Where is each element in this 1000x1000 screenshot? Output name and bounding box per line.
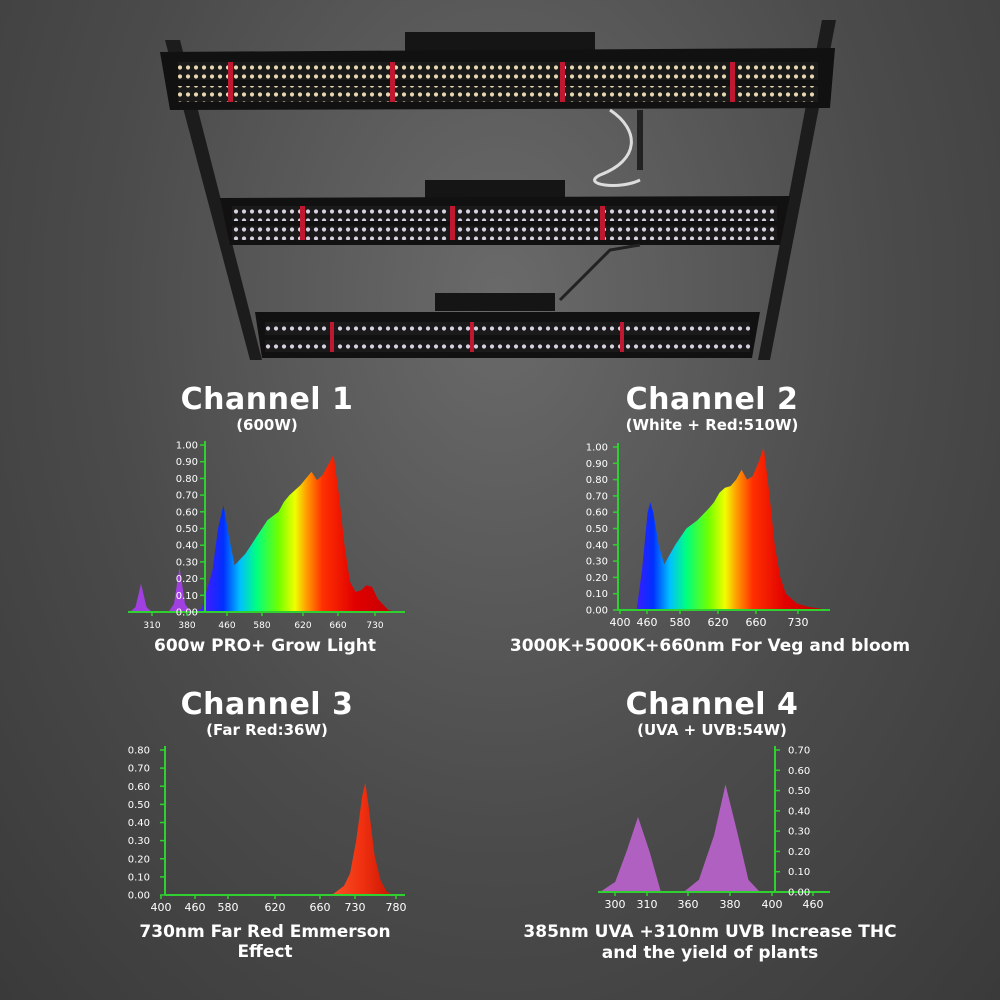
x-tick-label: 730 xyxy=(366,621,383,631)
y-tick-label: 0.70 xyxy=(128,764,150,775)
x-tick-label: 460 xyxy=(803,898,824,911)
y-tick-label: 0.70 xyxy=(586,491,608,502)
spectrum-series-2 xyxy=(683,784,760,892)
y-tick-label: 0.60 xyxy=(128,782,150,793)
channel-1-caption: 600w PRO+ Grow Light xyxy=(154,636,376,656)
y-tick-label: 0.50 xyxy=(586,524,608,535)
y-tick-label: 0.20 xyxy=(176,574,198,585)
spectrum-series-1 xyxy=(130,583,152,612)
y-tick-label: 0.70 xyxy=(788,746,810,757)
x-tick-label: 400 xyxy=(610,616,631,629)
x-tick-label: 730 xyxy=(345,901,366,914)
channel-1-title: Channel 1 xyxy=(180,382,354,417)
x-tick-label: 400 xyxy=(762,898,783,911)
y-tick-label: 0.50 xyxy=(176,524,198,535)
y-tick-label: 0.60 xyxy=(586,508,608,519)
channel-4-caption: 385nm UVA +310nm UVB Increase THC and th… xyxy=(523,922,897,963)
x-tick-label: 580 xyxy=(253,621,270,631)
y-tick-label: 0.90 xyxy=(586,459,608,470)
spectrum-series-3 xyxy=(190,455,400,612)
channel-4-spectrum-chart: 0.70 0.60 0.50 0.40 0.30 0.20 0.10 0.00 300 310 36… xyxy=(598,746,830,911)
x-tick-label: 660 xyxy=(310,901,331,914)
grow-light-fixture-image xyxy=(160,20,836,360)
channel-3-title: Channel 3 xyxy=(180,687,354,722)
x-tick-label: 310 xyxy=(143,621,160,631)
y-tick-label: 0.30 xyxy=(176,557,198,568)
y-tick-label: 1.00 xyxy=(586,443,608,454)
y-tick-label: 0.40 xyxy=(586,540,608,551)
y-tick-label: 0.40 xyxy=(788,806,810,817)
x-tick-label: 310 xyxy=(637,898,658,911)
y-tick-label: 0.40 xyxy=(176,541,198,552)
x-tick-label: 580 xyxy=(218,901,239,914)
x-tick-label: 400 xyxy=(151,901,172,914)
y-tick-label: 0.50 xyxy=(128,800,150,811)
x-tick-label: 380 xyxy=(720,898,741,911)
channel-2-caption: 3000K+5000K+660nm For Veg and bloom xyxy=(509,636,911,656)
spectrum-series-1 xyxy=(331,782,393,895)
y-tick-label: 0.40 xyxy=(128,818,150,829)
channel-2-spectrum-chart: 1.00 0.90 0.80 0.70 0.60 0.50 0.40 0.30 0.20 0.10… xyxy=(586,443,830,629)
x-tick-label: 360 xyxy=(678,898,699,911)
spectrum-series-1 xyxy=(600,816,661,892)
spectrum-series-2 xyxy=(168,566,191,612)
y-tick-label: 0.00 xyxy=(788,888,810,899)
y-tick-label: 0.20 xyxy=(128,854,150,865)
y-tick-label: 0.20 xyxy=(586,573,608,584)
x-tick-label: 380 xyxy=(178,621,195,631)
y-tick-label: 0.60 xyxy=(788,766,810,777)
y-tick-label: 0.80 xyxy=(586,475,608,486)
channel-2-subtitle: (White + Red:510W) xyxy=(625,416,799,434)
y-tick-label: 0.10 xyxy=(586,589,608,600)
x-tick-label: 660 xyxy=(746,616,767,629)
y-tick-label: 0.00 xyxy=(586,606,608,617)
y-tick-label: 0.10 xyxy=(128,872,150,883)
channel-3-caption: 730nm Far Red Emmerson Effect xyxy=(139,922,391,962)
channel-2-title: Channel 2 xyxy=(625,382,799,417)
y-tick-label: 0.00 xyxy=(128,891,150,902)
spectrum-series-1 xyxy=(636,447,830,610)
y-tick-label: 0.10 xyxy=(176,591,198,602)
channel-3-subtitle: (Far Red:36W) xyxy=(206,721,328,739)
y-tick-label: 0.50 xyxy=(788,786,810,797)
x-tick-label: 580 xyxy=(670,616,691,629)
y-tick-label: 0.30 xyxy=(586,557,608,568)
y-tick-label: 0.80 xyxy=(176,474,198,485)
x-tick-label: 730 xyxy=(788,616,809,629)
x-tick-label: 620 xyxy=(708,616,729,629)
x-tick-label: 660 xyxy=(329,621,346,631)
y-tick-label: 1.00 xyxy=(176,441,198,452)
x-tick-label: 620 xyxy=(265,901,286,914)
x-tick-label: 460 xyxy=(218,621,235,631)
y-tick-label: 0.20 xyxy=(788,847,810,858)
y-tick-label: 0.70 xyxy=(176,491,198,502)
channel-1-spectrum-chart: 1.00 0.90 0.80 0.70 0.60 0.50 0.40 0.30 0.20 0.10… xyxy=(128,441,405,631)
channel-1-subtitle: (600W) xyxy=(236,416,298,434)
x-tick-label: 300 xyxy=(605,898,626,911)
y-tick-label: 0.30 xyxy=(788,827,810,838)
x-tick-label: 460 xyxy=(185,901,206,914)
channel-4-subtitle: (UVA + UVB:54W) xyxy=(637,721,787,739)
x-tick-label: 460 xyxy=(637,616,658,629)
y-tick-label: 0.30 xyxy=(128,836,150,847)
y-tick-label: 0.90 xyxy=(176,457,198,468)
x-tick-label: 620 xyxy=(294,621,311,631)
y-tick-label: 0.10 xyxy=(788,867,810,878)
channel-4-title: Channel 4 xyxy=(625,687,799,722)
x-tick-label: 780 xyxy=(386,901,407,914)
y-tick-label: 0.60 xyxy=(176,507,198,518)
y-tick-label: 0.80 xyxy=(128,746,150,757)
